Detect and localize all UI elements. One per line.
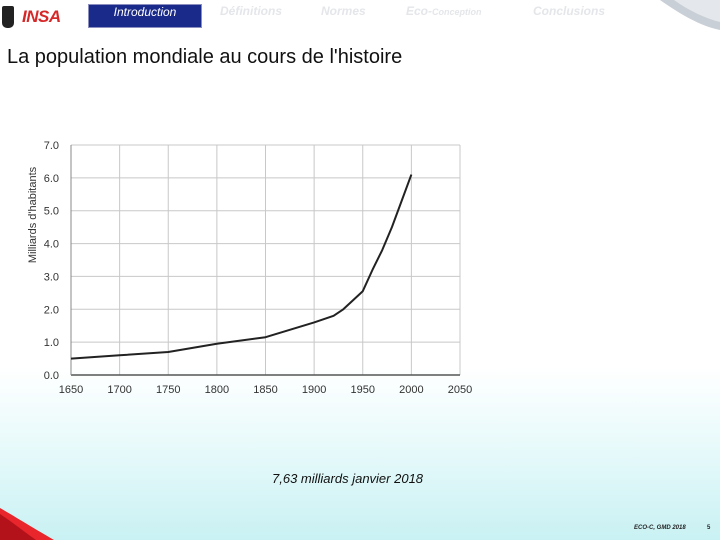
- page-number: 5: [707, 525, 711, 531]
- slide-title: La population mondiale au cours de l'his…: [7, 46, 403, 68]
- x-tick-label: 1800: [205, 384, 229, 396]
- x-tick-label: 1900: [302, 384, 326, 396]
- y-tick-label: 4.0: [44, 239, 59, 251]
- insa-logo: INSA: [0, 4, 90, 30]
- y-axis-label: Milliards d'habitants: [27, 166, 39, 263]
- tab-conclusions[interactable]: Conclusions: [533, 4, 606, 18]
- y-tick-label: 6.0: [44, 173, 59, 185]
- corner-swoosh-decoration: [660, 0, 720, 30]
- footer-red-swoosh: [0, 508, 54, 540]
- y-tick-label: 3.0: [44, 271, 59, 283]
- chart-series: [70, 174, 413, 360]
- x-tick-label: 1850: [253, 384, 277, 396]
- population-caption: 7,63 milliards janvier 2018: [272, 471, 424, 486]
- x-tick-label: 2050: [448, 384, 472, 396]
- x-tick-label: 1750: [156, 384, 180, 396]
- chart-axes: [70, 145, 460, 376]
- top-navigation-bar: INSA Introduction Définitions Normes Eco…: [0, 0, 720, 30]
- crest-icon: [2, 6, 14, 28]
- y-tick-label: 7.0: [44, 140, 59, 152]
- chart-tick-labels: 1650 1700 1750 1800 1850 1900 1950 2000 2050 0.0 1…: [44, 140, 473, 396]
- tab-eco-conception[interactable]: Eco-Conception: [406, 4, 482, 26]
- chart-grid: [70, 144, 461, 376]
- tab-introduction[interactable]: Introduction: [88, 4, 202, 28]
- population-chart: 1650 1700 1750 1800 1850 1900 1950 2000 2050 0.0 1…: [27, 140, 473, 396]
- x-tick-label: 1700: [107, 384, 131, 396]
- tab-eco-conception-label-small: Conception: [432, 7, 482, 17]
- tab-normes[interactable]: Normes: [321, 4, 366, 18]
- x-tick-label: 2000: [399, 384, 423, 396]
- y-tick-label: 5.0: [44, 206, 59, 218]
- logo-wordmark: INSA: [22, 7, 61, 26]
- y-tick-label: 0.0: [44, 370, 59, 382]
- population-line: [70, 174, 413, 360]
- y-tick-label: 2.0: [44, 304, 59, 316]
- x-tick-label: 1650: [59, 384, 83, 396]
- footer-course-label: ECO-C, GMD 2018: [634, 525, 686, 531]
- tab-eco-conception-label: Eco-: [406, 4, 433, 18]
- tab-definitions[interactable]: Définitions: [220, 4, 282, 18]
- y-tick-label: 1.0: [44, 337, 59, 349]
- x-tick-label: 1950: [351, 384, 375, 396]
